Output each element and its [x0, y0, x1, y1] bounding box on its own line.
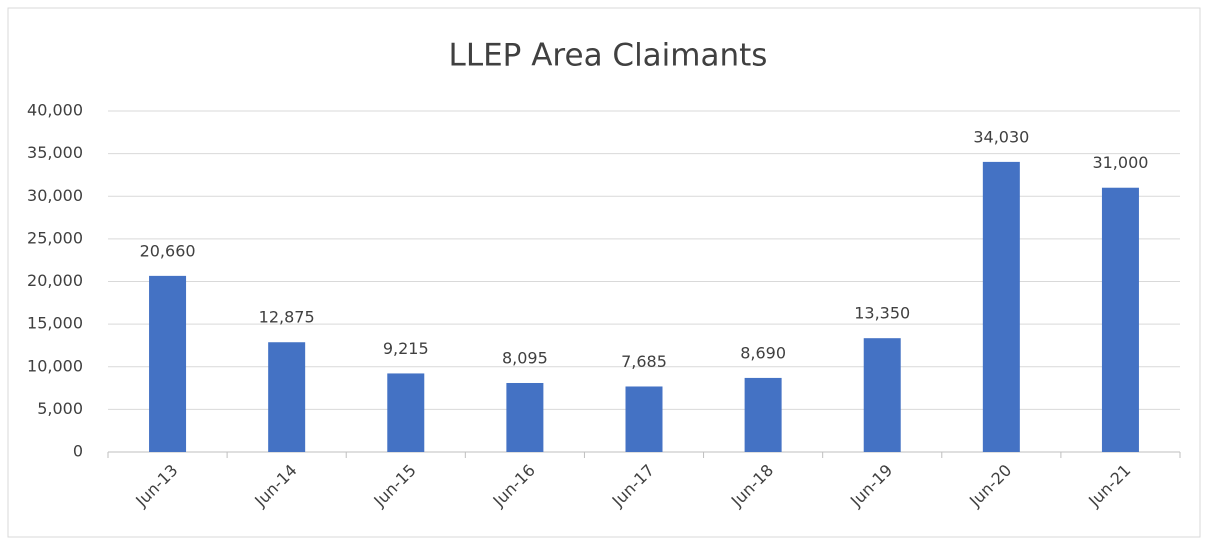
value-label: 7,685 [621, 352, 667, 371]
bar [387, 373, 425, 452]
bar [506, 382, 544, 452]
bar [982, 161, 1020, 452]
y-tick-label: 10,000 [27, 356, 83, 375]
value-label: 31,000 [1092, 153, 1148, 172]
y-tick-label: 0 [73, 442, 83, 461]
value-label: 8,690 [740, 343, 786, 362]
value-label: 20,660 [140, 241, 196, 260]
chart-title: LLEP Area Claimants [449, 38, 768, 74]
y-tick-label: 35,000 [27, 143, 83, 162]
value-label: 34,030 [973, 127, 1029, 146]
bar [625, 386, 663, 452]
value-label: 13,350 [854, 304, 910, 323]
value-label: 12,875 [259, 308, 315, 327]
y-tick-label: 20,000 [27, 271, 83, 290]
y-tick-label: 25,000 [27, 228, 83, 247]
bar [744, 377, 782, 452]
y-tick-label: 5,000 [37, 399, 83, 418]
bar [149, 275, 187, 452]
bar [863, 338, 901, 452]
bar [268, 342, 306, 452]
value-label: 8,095 [502, 348, 548, 367]
value-label: 9,215 [383, 339, 429, 358]
bar [1101, 187, 1139, 452]
y-tick-label: 40,000 [27, 101, 83, 120]
y-tick-label: 15,000 [27, 314, 83, 333]
y-tick-label: 30,000 [27, 186, 83, 205]
chart-border [7, 7, 1201, 538]
